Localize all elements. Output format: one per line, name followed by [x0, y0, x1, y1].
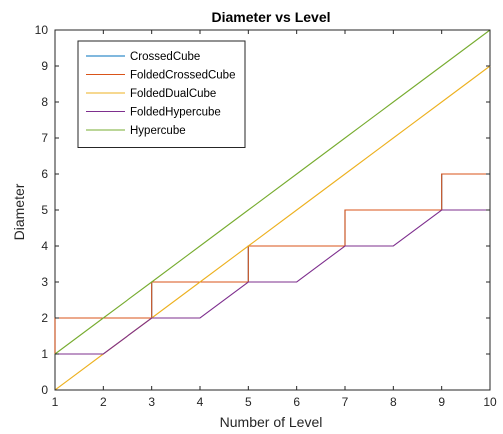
x-tick-label-1: 2	[100, 395, 107, 409]
y-axis-label: Diameter	[11, 183, 27, 240]
legend-item-2: FoldedDualCube	[86, 88, 216, 100]
y-tick-label-2: 2	[41, 311, 48, 325]
series-layer	[54, 29, 491, 391]
x-tick-label-2: 3	[148, 395, 155, 409]
y-tick-label-9: 9	[41, 59, 48, 73]
legend: CrossedCube FoldedCrossedCube FoldedDualCu…	[77, 40, 246, 148]
legend-item-3: FoldedHypercube	[86, 107, 221, 119]
x-tick-label-5: 6	[293, 395, 300, 409]
x-axis-label: Number of Level	[220, 414, 323, 430]
legend-label-3: FoldedHypercube	[130, 107, 221, 119]
y-tick-label-0: 0	[41, 383, 48, 397]
y-tick-label-10: 10	[35, 23, 49, 37]
x-tick-label-4: 5	[245, 395, 252, 409]
legend-label-4: Hypercube	[130, 125, 186, 137]
y-tick-label-7: 7	[41, 131, 48, 145]
legend-item-0: CrossedCube	[86, 51, 200, 63]
x-tick-label-6: 7	[342, 395, 349, 409]
y-tick-label-5: 5	[41, 203, 48, 217]
legend-label-1: FoldedCrossedCube	[130, 70, 235, 82]
y-tick-label-8: 8	[41, 95, 48, 109]
series-line-4	[54, 29, 491, 355]
legend-item-4: Hypercube	[86, 125, 186, 137]
y-tick-label-4: 4	[41, 239, 48, 253]
x-tick-label-8: 9	[438, 395, 445, 409]
x-tick-label-3: 4	[197, 395, 204, 409]
y-tick-label-6: 6	[41, 167, 48, 181]
legend-label-0: CrossedCube	[130, 51, 200, 63]
x-tick-label-7: 8	[390, 395, 397, 409]
legend-item-1: FoldedCrossedCube	[86, 70, 235, 82]
chart-title: Diameter vs Level	[211, 9, 330, 25]
y-tick-label-1: 1	[41, 347, 48, 361]
legend-label-2: FoldedDualCube	[130, 88, 216, 100]
x-tick-label-0: 1	[52, 395, 59, 409]
series-line-3	[55, 209, 490, 355]
x-tick-label-9: 10	[483, 395, 497, 409]
legend-items: CrossedCube FoldedCrossedCube FoldedDualCu…	[86, 51, 235, 137]
y-tick-label-3: 3	[41, 275, 48, 289]
